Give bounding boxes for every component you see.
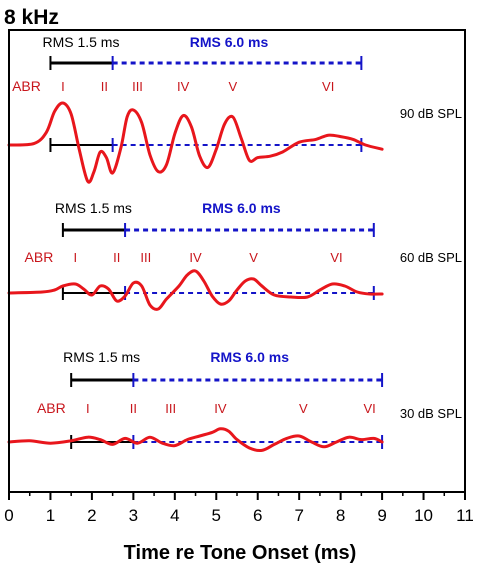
x-tick-label: 4 [170, 506, 179, 525]
wave-label-II: II [130, 401, 137, 416]
rms-late-label: RMS 6.0 ms [210, 349, 289, 365]
wave-label-IV: IV [189, 250, 202, 265]
x-axis: 0 1 2 3 4 5 6 7 8 9 10 11 [4, 29, 474, 525]
wave-label-III: III [140, 250, 151, 265]
x-tick-label: 10 [414, 506, 433, 525]
wave-label-I: I [61, 79, 65, 94]
x-tick-label: 3 [129, 506, 138, 525]
rms-early-label: RMS 1.5 ms [42, 34, 119, 50]
abr-label: ABR [12, 78, 41, 94]
abr-trace [7, 427, 384, 453]
abr-trace [7, 269, 384, 311]
wave-label-I: I [86, 401, 90, 416]
level-label: 30 dB SPL [400, 406, 462, 421]
wave-label-II: II [101, 79, 108, 94]
abr-trace [7, 101, 384, 184]
wave-label-II: II [113, 250, 120, 265]
x-tick-label: 0 [4, 506, 13, 525]
chart-title: 8 kHz [4, 6, 59, 29]
abr-label: ABR [37, 400, 66, 416]
rms-early-label: RMS 1.5 ms [63, 349, 140, 365]
wave-label-V: V [249, 250, 258, 265]
wave-label-VI: VI [330, 250, 342, 265]
x-axis-label: Time re Tone Onset (ms) [124, 542, 357, 564]
wave-label-III: III [132, 79, 143, 94]
x-tick-label: 6 [253, 506, 262, 525]
plot-frame [8, 29, 466, 493]
rms-early-label: RMS 1.5 ms [55, 200, 132, 216]
wave-label-V: V [229, 79, 238, 94]
level-label: 60 dB SPL [400, 250, 462, 265]
rms-late-label: RMS 6.0 ms [190, 34, 269, 50]
wave-label-IV: IV [214, 401, 227, 416]
x-ticks [8, 492, 466, 500]
level-label: 90 dB SPL [400, 106, 462, 121]
x-tick-label: 8 [336, 506, 345, 525]
wave-label-VI: VI [364, 401, 376, 416]
x-tick-label: 2 [87, 506, 96, 525]
x-tick-label: 5 [212, 506, 221, 525]
x-tick-label: 1 [46, 506, 55, 525]
x-tick-labels: 0 1 2 3 4 5 6 7 8 9 10 11 [4, 506, 474, 525]
wave-label-V: V [299, 401, 308, 416]
x-tick-label: 7 [294, 506, 303, 525]
wave-label-III: III [165, 401, 176, 416]
x-tick-label: 9 [377, 506, 386, 525]
wave-label-IV: IV [177, 79, 190, 94]
wave-label-VI: VI [322, 79, 334, 94]
abr-label: ABR [25, 249, 54, 265]
wave-label-I: I [74, 250, 78, 265]
x-tick-label: 11 [456, 506, 474, 525]
rms-late-label: RMS 6.0 ms [202, 200, 281, 216]
